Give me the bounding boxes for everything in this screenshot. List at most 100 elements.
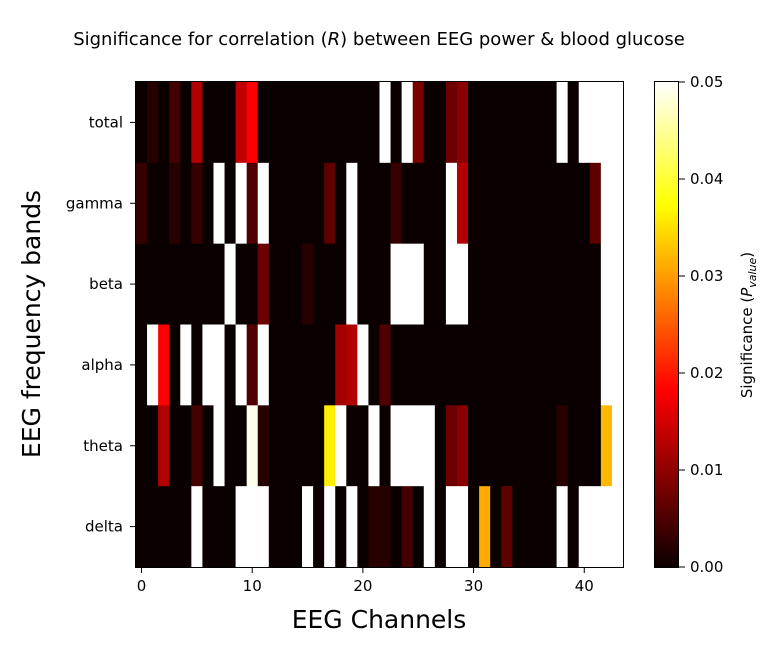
heatmap-cell <box>445 162 458 245</box>
heatmap-cell <box>180 243 192 326</box>
heatmap-cell <box>213 486 226 568</box>
heatmap-cell <box>279 243 292 326</box>
heatmap-cell <box>202 162 215 245</box>
heatmap-cell <box>545 486 558 568</box>
heatmap-cell <box>158 405 170 487</box>
heatmap-cell <box>578 82 591 164</box>
heatmap-cell <box>456 82 469 164</box>
colorbar-label-main: Significance ( <box>738 297 756 398</box>
heatmap-cell <box>136 162 148 245</box>
heatmap-cell <box>213 82 226 164</box>
heatmap-cell <box>589 324 602 406</box>
heatmap-cell <box>611 324 624 406</box>
heatmap-cell <box>390 405 403 487</box>
x-tick-label: 20 <box>353 577 372 595</box>
heatmap-cell <box>180 486 192 568</box>
heatmap-cell <box>346 324 358 406</box>
heatmap-cell <box>202 243 215 326</box>
heatmap-cell <box>302 82 314 164</box>
heatmap-cell <box>290 405 303 487</box>
colorbar-tick-label: 0.03 <box>690 267 723 285</box>
heatmap-cell <box>490 405 502 487</box>
heatmap-cell <box>578 162 591 245</box>
heatmap-cell <box>368 162 381 245</box>
heatmap-cell <box>357 405 370 487</box>
heatmap-cell <box>158 486 170 568</box>
heatmap-cell <box>346 486 358 568</box>
heatmap-cell <box>534 405 547 487</box>
heatmap-cell <box>191 486 204 568</box>
heatmap-cell <box>512 243 524 326</box>
colorbar <box>654 81 679 568</box>
heatmap-cell <box>246 162 259 245</box>
y-tick-label: theta <box>83 437 123 455</box>
heatmap-cell <box>556 405 569 487</box>
heatmap-cell <box>158 243 170 326</box>
heatmap-cell <box>479 82 491 164</box>
heatmap-cell <box>534 243 547 326</box>
heatmap-cell <box>490 243 502 326</box>
heatmap-cell <box>600 405 613 487</box>
heatmap-cell <box>600 243 613 326</box>
heatmap-cell <box>468 162 480 245</box>
heatmap-cell <box>501 405 513 487</box>
heatmap-cell <box>279 405 292 487</box>
heatmap-cell <box>512 486 524 568</box>
heatmap-cell <box>169 324 181 406</box>
heatmap-cell <box>268 82 281 164</box>
y-tick-label: total <box>89 113 123 131</box>
y-tick-label: delta <box>85 518 123 536</box>
heatmap-cell <box>169 82 181 164</box>
heatmap-cell <box>379 405 392 487</box>
heatmap-cell <box>335 405 347 487</box>
heatmap-cell <box>600 82 613 164</box>
heatmap-cell <box>479 162 491 245</box>
heatmap-cell <box>302 486 314 568</box>
heatmap-cell <box>313 162 325 245</box>
heatmap-cell <box>257 405 270 487</box>
heatmap-cell <box>302 324 314 406</box>
heatmap-cell <box>523 82 536 164</box>
x-axis-label: EEG Channels <box>292 605 467 634</box>
heatmap-cell <box>423 405 436 487</box>
heatmap-cell <box>224 324 237 406</box>
colorbar-tick-label: 0.05 <box>690 73 723 91</box>
heatmap-cell <box>468 324 480 406</box>
heatmap-cell <box>611 486 624 568</box>
heatmap-cell <box>501 243 513 326</box>
heatmap-cell <box>180 324 192 406</box>
heatmap-cell <box>434 162 447 245</box>
heatmap-cell <box>202 324 215 406</box>
chart-title: Significance for correlation (R) between… <box>73 29 685 50</box>
colorbar-label-italic: P <box>738 287 756 297</box>
heatmap-cell <box>279 82 292 164</box>
heatmap-cell <box>235 486 248 568</box>
heatmap-cell <box>279 324 292 406</box>
heatmap-cell <box>445 82 458 164</box>
heatmap-cell <box>556 162 569 245</box>
heatmap-cell <box>567 324 580 406</box>
title-italic-r: R <box>328 29 341 50</box>
heatmap-cell <box>456 243 469 326</box>
heatmap-cell <box>423 486 436 568</box>
heatmap-cell <box>324 82 336 164</box>
heatmap-cell <box>600 162 613 245</box>
heatmap-cell <box>468 243 480 326</box>
heatmap-cell <box>357 243 370 326</box>
heatmap-cell <box>512 405 524 487</box>
heatmap-cell <box>235 82 248 164</box>
heatmap-cell <box>290 162 303 245</box>
heatmap-cell <box>479 486 491 568</box>
colorbar-tick-label: 0.04 <box>690 170 723 188</box>
heatmap-cell <box>390 486 403 568</box>
heatmap-cell <box>501 486 513 568</box>
heatmap-cell <box>412 82 425 164</box>
heatmap-cell <box>313 324 325 406</box>
heatmap-cell <box>434 324 447 406</box>
colorbar-tick-label: 0.00 <box>690 558 723 576</box>
heatmap-cell <box>390 243 403 326</box>
heatmap-cell <box>158 162 170 245</box>
heatmap-cell <box>235 405 248 487</box>
heatmap-cell <box>456 162 469 245</box>
heatmap-cell <box>324 324 336 406</box>
